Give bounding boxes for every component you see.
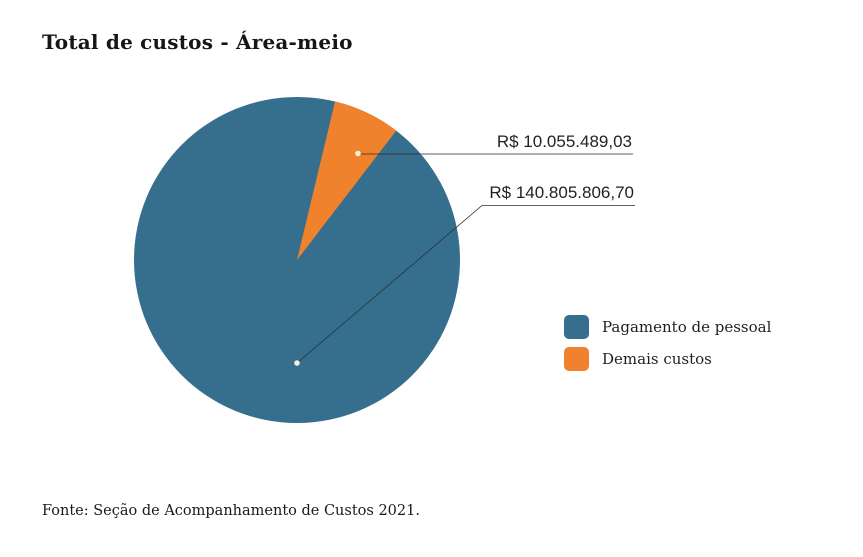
legend-item-pagamento: Pagamento de pessoal <box>564 315 771 339</box>
callout-line-pagamento <box>296 205 635 364</box>
legend: Pagamento de pessoal Demais custos <box>564 315 771 371</box>
chart-title: Total de custos - Área-meio <box>42 30 353 54</box>
legend-item-demais: Demais custos <box>564 347 771 371</box>
callout-dot-demais <box>355 150 361 157</box>
source-note: Fonte: Seção de Acompanhamento de Custos… <box>42 503 420 519</box>
legend-label-demais: Demais custos <box>602 350 712 368</box>
legend-swatch-pagamento-icon <box>564 315 589 339</box>
value-label-demais: R$ 10.055.489,03 <box>496 132 632 151</box>
callout-dot-pagamento <box>294 360 300 366</box>
legend-label-pagamento: Pagamento de pessoal <box>602 318 772 336</box>
pie-slice-demais <box>297 101 397 260</box>
value-label-pagamento: R$ 140.805.806,70 <box>489 183 634 202</box>
legend-swatch-demais-icon <box>564 347 589 371</box>
